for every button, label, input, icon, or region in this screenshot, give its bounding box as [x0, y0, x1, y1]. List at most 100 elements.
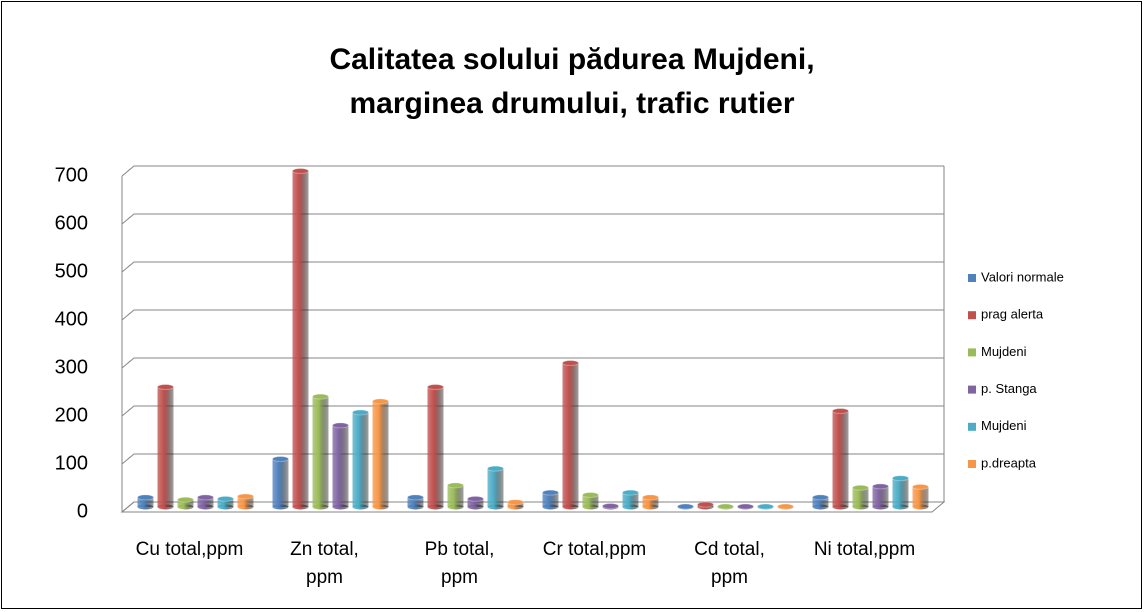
legend-swatch	[968, 348, 976, 357]
legend-swatch	[968, 460, 976, 468]
grid-line	[121, 501, 944, 513]
bar-top	[467, 495, 484, 502]
grid-line	[121, 261, 944, 273]
legend-label: Mujdeni	[981, 344, 1027, 359]
bar-top	[487, 465, 504, 472]
legend-label: Mujdeni	[981, 418, 1027, 433]
bar-top	[272, 456, 289, 462]
bar-top	[852, 484, 869, 491]
bar	[892, 478, 909, 507]
bar-base	[427, 504, 444, 510]
bar-top	[427, 384, 444, 390]
bar	[332, 425, 349, 507]
legend-label: Valori normale	[981, 269, 1064, 284]
x-tick-label: Pb total, ppm	[424, 539, 495, 588]
bar-top	[562, 360, 579, 366]
bar-base	[237, 504, 254, 510]
bar-base	[832, 504, 849, 510]
bar-base	[467, 504, 484, 510]
bar-top	[197, 494, 214, 501]
bar	[352, 412, 369, 507]
bar-top	[332, 422, 349, 429]
x-tick-label: Cr total,ppm	[542, 539, 647, 560]
grid-line	[121, 453, 944, 465]
bar	[217, 498, 234, 507]
grid-line	[121, 165, 944, 177]
bar-base	[137, 504, 154, 510]
bar-base	[872, 504, 889, 510]
x-tick-label: Ni total,ppm	[813, 539, 916, 560]
bar-top	[177, 496, 194, 503]
bar-base	[622, 504, 639, 510]
bar-base	[542, 504, 559, 510]
bar	[542, 492, 559, 507]
legend-swatch	[968, 385, 976, 394]
bar-top	[582, 492, 599, 498]
bar-top	[892, 475, 909, 482]
bar	[312, 396, 329, 507]
grid-line	[121, 309, 944, 321]
bar-top	[717, 503, 734, 510]
y-tick-label: 100	[55, 452, 88, 474]
y-tick-label: 600	[55, 212, 88, 234]
bar-top	[697, 501, 714, 508]
bar-top	[622, 489, 639, 496]
y-tick-label: 500	[55, 260, 88, 282]
x-tick-label: Cd total, ppm	[694, 539, 765, 588]
bar	[812, 497, 829, 507]
bar-base	[292, 504, 309, 510]
bar	[642, 497, 659, 507]
bar-top	[737, 503, 754, 510]
bar-top	[407, 494, 424, 501]
bar-top	[677, 503, 694, 510]
bar-base	[197, 504, 214, 510]
bar	[582, 495, 599, 507]
bar-top	[542, 489, 559, 496]
bar-base	[177, 504, 194, 510]
bar-base	[582, 504, 599, 510]
legend-swatch	[968, 274, 976, 282]
bar	[467, 498, 484, 507]
y-tick-label: 200	[55, 404, 88, 426]
bar	[832, 411, 849, 507]
bar-base	[372, 504, 389, 510]
bar-top	[372, 398, 389, 405]
bar	[447, 485, 464, 507]
bar-top	[832, 408, 849, 414]
y-tick-label: 0	[77, 500, 88, 522]
bar-base	[332, 504, 349, 510]
bar-base	[912, 504, 929, 510]
legend-label: p.dreapta	[981, 455, 1037, 470]
bar-base	[892, 504, 909, 510]
bar	[372, 401, 389, 507]
bar-top	[237, 493, 254, 500]
grid-line	[121, 357, 944, 369]
grid-line	[121, 405, 944, 417]
bar-top	[447, 482, 464, 489]
bar-base	[312, 504, 329, 510]
bar	[292, 171, 309, 507]
bar	[237, 496, 254, 507]
bar	[487, 468, 504, 507]
bar-top	[757, 503, 774, 510]
bar-base	[157, 504, 174, 510]
bar-top	[157, 384, 174, 390]
bar-base	[217, 504, 234, 510]
bar-top	[312, 393, 329, 400]
bar	[272, 459, 289, 507]
bar-base	[487, 504, 504, 510]
y-tick-label: 400	[55, 308, 88, 330]
bar	[197, 497, 214, 507]
bar-base	[407, 504, 424, 510]
bar	[177, 499, 194, 507]
bar-base	[562, 504, 579, 510]
legend-label: p. Stanga	[981, 381, 1037, 396]
legend-label: prag alerta	[981, 307, 1044, 322]
bar-top	[507, 499, 524, 506]
bar	[407, 497, 424, 507]
y-tick-label: 700	[55, 164, 88, 186]
bar-top	[137, 494, 154, 501]
bar-base	[642, 504, 659, 510]
